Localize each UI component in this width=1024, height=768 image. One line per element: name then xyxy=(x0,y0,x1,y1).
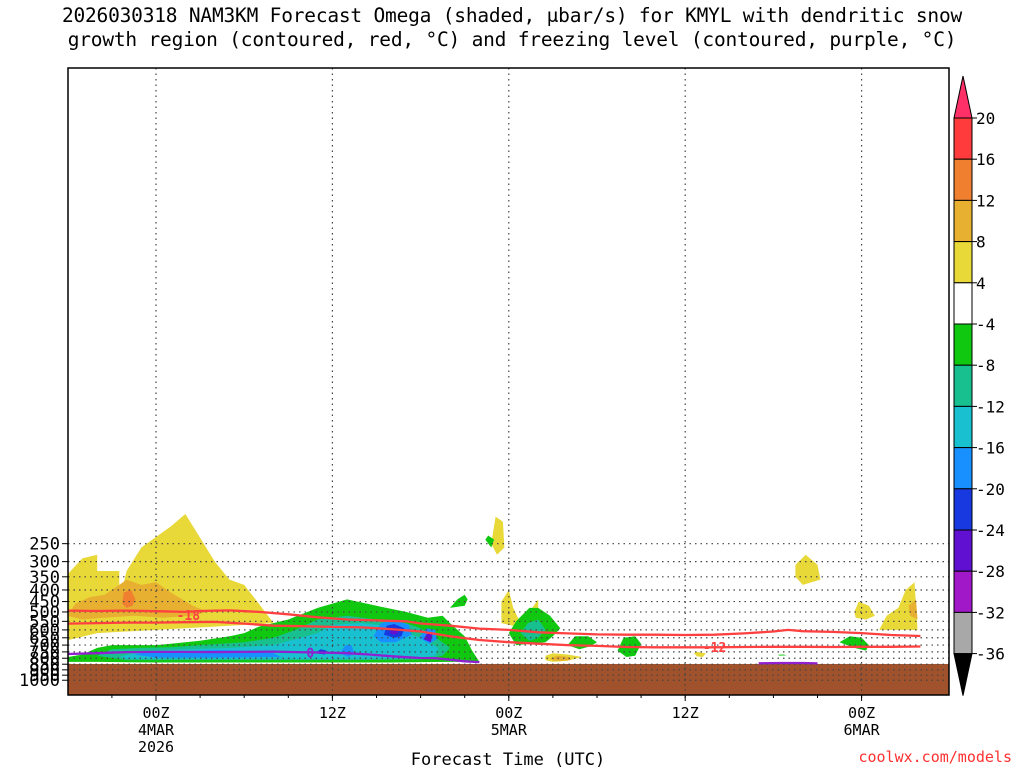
x-tick-label-0-2: 2026 xyxy=(138,738,174,756)
y-tick-label-750: 750 xyxy=(29,643,60,663)
colorbar-bin-10 xyxy=(953,488,973,531)
omega-shading-layer xyxy=(68,514,918,663)
y-axis: 2503003504004505005506006507007508008509… xyxy=(19,535,68,691)
contour-label-2: 0 xyxy=(306,646,314,661)
omega-region-9 xyxy=(854,601,875,620)
x-tick-label-24-0: 00Z xyxy=(495,704,522,722)
watermark-text: coolwx.com/models xyxy=(858,748,1012,766)
colorbar-bin-4 xyxy=(953,241,973,284)
y-tick-label-800: 800 xyxy=(29,649,60,669)
colorbar: 20 16 12 8 4 -4 -8 -12 -16 -20 -24 -28 -32 -36 xyxy=(953,75,1005,696)
colorbar-label-6: -8 xyxy=(976,356,995,375)
omega-region-30 xyxy=(777,654,787,656)
x-tick-label-0-1: 4MAR xyxy=(138,721,175,739)
y-tick-label-700: 700 xyxy=(29,636,60,656)
omega-region-6 xyxy=(550,655,571,661)
colorbar-bin-7 xyxy=(953,364,973,407)
colorbar-bin-8 xyxy=(953,405,973,449)
colorbar-bin-12 xyxy=(953,570,973,613)
y-tick-label-600: 600 xyxy=(29,621,60,641)
contour-line-0 xyxy=(68,609,921,638)
y-tick-label-400: 400 xyxy=(29,581,60,601)
y-tick-label-450: 450 xyxy=(29,593,60,613)
contour-label-1: -12 xyxy=(703,641,726,656)
contour-line-1 xyxy=(68,620,921,649)
x-tick-label-48-1: 6MAR xyxy=(844,721,881,739)
y-tick-label-950: 950 xyxy=(29,666,60,686)
colorbar-label-8: -16 xyxy=(976,439,1005,458)
colorbar-label-1: 16 xyxy=(976,150,995,169)
colorbar-bin-11 xyxy=(953,529,973,572)
contour-layer: -18 -12 0 xyxy=(68,609,921,665)
colorbar-bin-5 xyxy=(953,282,973,325)
y-tick-label-900: 900 xyxy=(29,661,60,681)
y-tick-label-300: 300 xyxy=(29,553,60,573)
colorbar-bin-1 xyxy=(953,117,973,160)
colorbar-label-7: -12 xyxy=(976,397,1005,416)
colorbar-label-2: 12 xyxy=(976,191,995,210)
x-tick-label-12-0: 12Z xyxy=(319,704,346,722)
x-axis-label: Forecast Time (UTC) xyxy=(411,750,605,768)
omega-region-11 xyxy=(908,599,918,620)
omega-region-19 xyxy=(423,632,433,643)
colorbar-bin-13 xyxy=(953,611,973,655)
omega-region-26 xyxy=(485,535,495,548)
omega-region-10 xyxy=(879,582,918,630)
colorbar-bin-2 xyxy=(953,158,973,201)
omega-region-14 xyxy=(119,623,439,659)
omega-region-27 xyxy=(567,636,597,650)
colorbar-label-3: 8 xyxy=(976,233,986,252)
omega-region-7 xyxy=(694,651,706,657)
y-tick-label-1000: 1000 xyxy=(19,671,60,691)
colorbar-label-4: 4 xyxy=(976,274,986,293)
contour-line-2 xyxy=(68,650,480,664)
x-tick-label-24-1: 5MAR xyxy=(491,721,528,739)
omega-region-4 xyxy=(795,554,821,585)
chart-title-line-2: growth region (contoured, red, °C) and f… xyxy=(67,28,957,51)
colorbar-label-5: -4 xyxy=(976,315,995,334)
chart-title-line-1: 2026030318 NAM3KM Forecast Omega (shaded… xyxy=(61,4,963,27)
chart-title: 2026030318 NAM3KM Forecast Omega (shaded… xyxy=(0,4,1024,52)
colorbar-bin-9 xyxy=(953,447,973,490)
y-tick-label-250: 250 xyxy=(29,535,60,555)
x-tick-label-0-0: 00Z xyxy=(142,704,169,722)
colorbar-label-11: -28 xyxy=(976,562,1005,581)
colorbar-top-arrow xyxy=(953,75,973,119)
y-tick-label-850: 850 xyxy=(29,655,60,675)
colorbar-label-12: -32 xyxy=(976,603,1005,622)
colorbar-bottom-arrow xyxy=(953,653,973,696)
omega-region-2 xyxy=(122,590,136,608)
colorbar-label-13: -36 xyxy=(976,645,1005,664)
y-tick-label-350: 350 xyxy=(29,568,60,588)
colorbar-label-9: -20 xyxy=(976,480,1005,499)
y-tick-label-500: 500 xyxy=(29,603,60,623)
omega-region-1 xyxy=(68,579,208,620)
y-tick-label-650: 650 xyxy=(29,629,60,649)
omega-region-29 xyxy=(839,636,869,651)
x-tick-label-48-0: 00Z xyxy=(848,704,875,722)
contour-label-0: -18 xyxy=(177,609,201,624)
y-tick-label-550: 550 xyxy=(29,612,60,632)
colorbar-bin-3 xyxy=(953,199,973,243)
omega-region-8 xyxy=(491,516,505,555)
omega-region-24 xyxy=(520,619,546,641)
colorbar-label-10: -24 xyxy=(976,521,1005,540)
colorbar-bin-6 xyxy=(953,323,973,366)
colorbar-label-0: 20 xyxy=(976,109,995,128)
x-tick-label-36-0: 12Z xyxy=(672,704,699,722)
